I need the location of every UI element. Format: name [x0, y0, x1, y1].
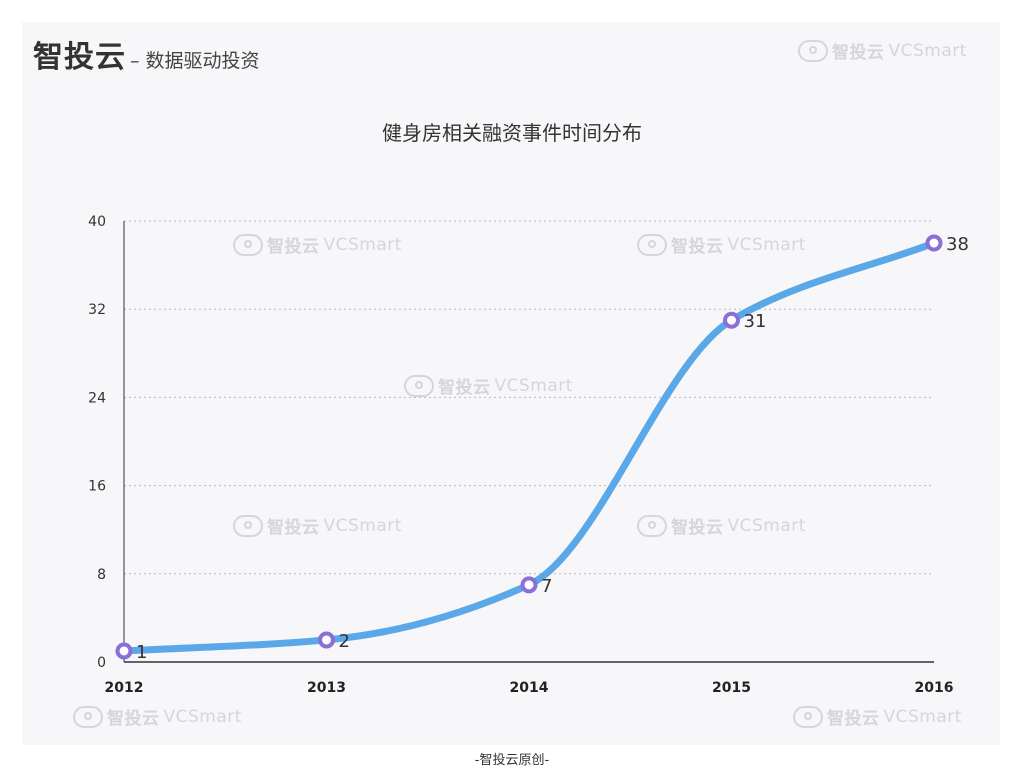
watermark-en: VCSmart	[883, 706, 962, 727]
watermark-en: VCSmart	[727, 234, 806, 255]
series-line	[120, 239, 938, 655]
cloud-logo-icon	[73, 705, 103, 728]
brand-slogan: – 数据驱动投资	[130, 50, 260, 72]
data-point	[115, 642, 133, 660]
chart-title: 健身房相关融资事件时间分布	[382, 121, 642, 145]
watermark-zh: 智投云	[107, 709, 160, 729]
y-tick-label: 40	[88, 214, 106, 230]
watermark: 智投云 VCSmart	[233, 232, 402, 257]
watermark-zh: 智投云	[267, 237, 320, 257]
watermark-zh: 智投云	[438, 378, 491, 398]
brand-name: 智投云	[33, 40, 126, 75]
x-tick-label: 2013	[307, 680, 346, 696]
watermark-en: VCSmart	[163, 706, 242, 727]
data-label: 1	[136, 642, 147, 663]
footer-caption: -智投云原创-	[474, 753, 550, 768]
cloud-logo-icon	[793, 705, 823, 728]
watermark: 智投云 VCSmart	[793, 704, 962, 729]
watermark-zh: 智投云	[827, 709, 880, 729]
cloud-logo-icon	[404, 374, 434, 397]
y-tick-label: 32	[88, 302, 106, 318]
watermark-en: VCSmart	[323, 515, 402, 536]
data-point	[723, 311, 740, 329]
watermark-en: VCSmart	[727, 515, 806, 536]
data-point	[925, 234, 943, 252]
data-label: 7	[541, 576, 552, 597]
data-label: 31	[744, 311, 767, 332]
watermark: 智投云 VCSmart	[73, 704, 242, 729]
watermark-en: VCSmart	[323, 234, 402, 255]
watermark-zh: 智投云	[267, 518, 320, 538]
watermark: 智投云 VCSmart	[404, 373, 573, 398]
y-tick-label: 8	[97, 567, 106, 583]
watermark: 智投云 VCSmart	[233, 513, 402, 538]
cloud-logo-icon	[233, 233, 263, 256]
watermark-zh: 智投云	[671, 237, 724, 257]
x-tick-label: 2012	[105, 680, 144, 696]
cloud-logo-icon	[637, 514, 667, 537]
watermark: 智投云 VCSmart	[798, 38, 967, 63]
y-tick-label: 16	[88, 479, 106, 495]
cloud-logo-icon	[637, 233, 667, 256]
x-tick-label: 2015	[712, 680, 751, 696]
data-point	[520, 576, 538, 594]
watermark-en: VCSmart	[888, 40, 967, 61]
watermark: 智投云 VCSmart	[637, 513, 806, 538]
y-tick-label: 0	[97, 655, 106, 671]
watermark: 智投云 VCSmart	[637, 232, 806, 257]
data-label: 38	[946, 234, 969, 255]
watermark-zh: 智投云	[671, 518, 724, 538]
watermark-en: VCSmart	[494, 375, 573, 396]
cloud-logo-icon	[233, 514, 263, 537]
x-tick-label: 2016	[915, 680, 954, 696]
y-tick-label: 24	[88, 390, 106, 406]
x-tick-label: 2014	[510, 680, 549, 696]
cloud-logo-icon	[798, 39, 828, 62]
data-point	[318, 631, 335, 649]
watermark-zh: 智投云	[832, 43, 885, 63]
chart-panel	[22, 22, 1000, 745]
data-label: 2	[339, 631, 350, 652]
brand-header: 智投云 – 数据驱动投资	[33, 32, 260, 76]
